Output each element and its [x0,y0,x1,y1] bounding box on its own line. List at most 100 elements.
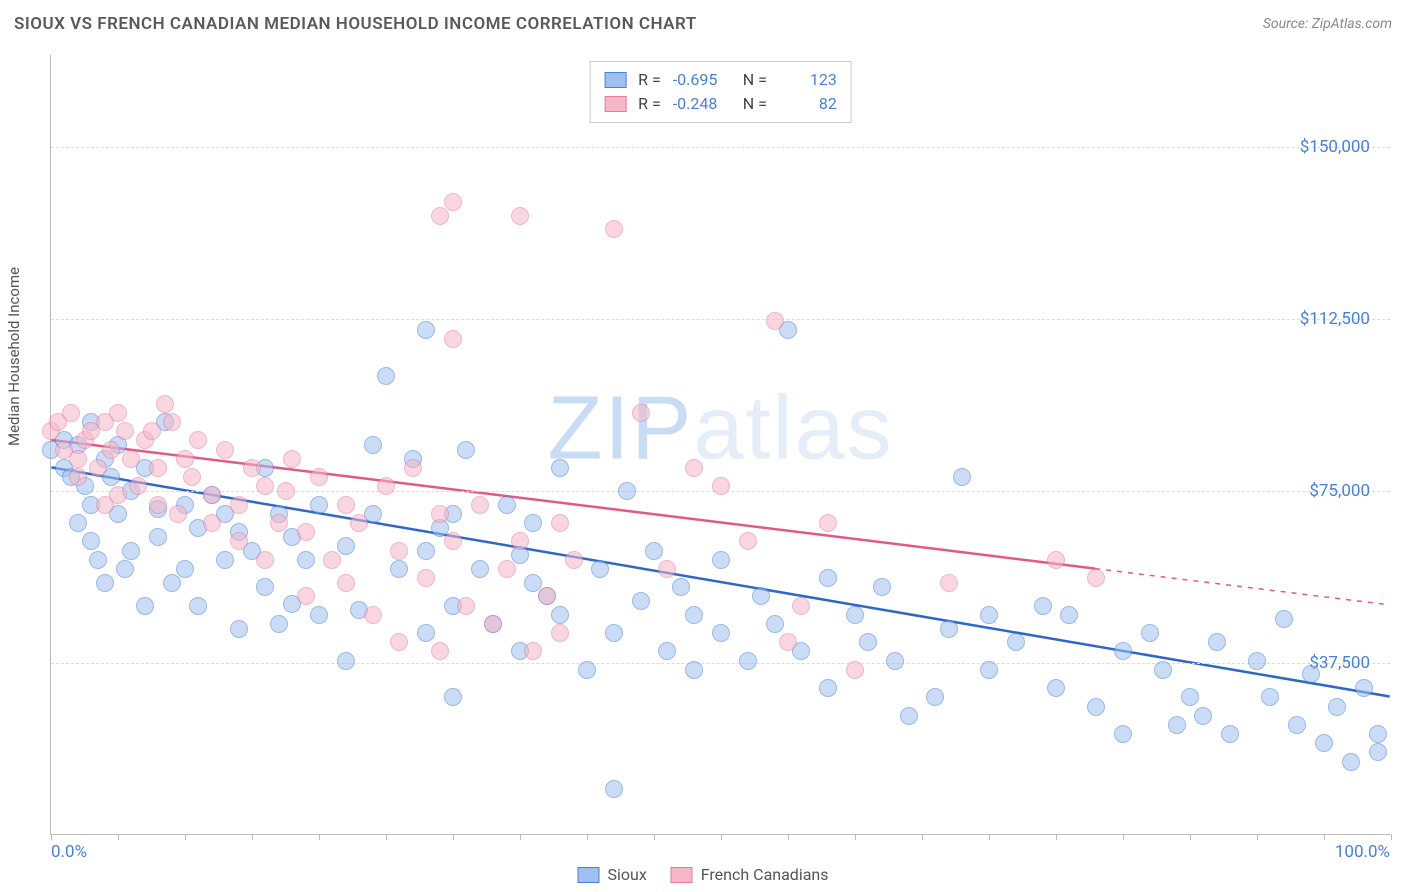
data-point-sioux [1221,725,1239,743]
x-axis-min-label: 0.0% [51,842,87,862]
data-point-sioux [1060,606,1078,624]
x-tick [654,834,655,840]
data-point-sioux [980,661,998,679]
data-point-sioux [498,496,516,514]
data-point-french_canadians [277,482,295,500]
data-point-french_canadians [109,486,127,504]
data-point-french_canadians [390,633,408,651]
data-point-sioux [819,569,837,587]
data-point-french_canadians [792,597,810,615]
data-point-french_canadians [310,468,328,486]
data-point-sioux [1355,679,1373,697]
data-point-french_canadians [444,532,462,550]
data-point-sioux [163,574,181,592]
data-point-sioux [471,560,489,578]
x-tick [118,834,119,840]
stat-n-label: N = [743,92,767,116]
data-point-sioux [1087,698,1105,716]
data-point-sioux [116,560,134,578]
stats-legend: R = -0.695N = 123R = -0.248N = 82 [589,61,852,123]
data-point-sioux [444,688,462,706]
x-tick [1324,834,1325,840]
x-tick [1056,834,1057,840]
data-point-sioux [176,560,194,578]
data-point-french_canadians [116,422,134,440]
data-point-sioux [672,578,690,596]
data-point-french_canadians [484,615,502,633]
data-point-french_canadians [739,532,757,550]
data-point-sioux [739,652,757,670]
data-point-french_canadians [846,661,864,679]
data-point-french_canadians [216,441,234,459]
y-tick-label: $150,000 [1300,137,1370,157]
stats-row-french_canadians: R = -0.248N = 82 [604,92,837,116]
data-point-french_canadians [129,477,147,495]
data-point-french_canadians [163,413,181,431]
data-point-sioux [1194,707,1212,725]
data-point-french_canadians [62,404,80,422]
data-point-sioux [1369,725,1387,743]
data-point-sioux [819,679,837,697]
data-point-french_canadians [658,560,676,578]
data-point-french_canadians [551,514,569,532]
data-point-sioux [337,537,355,555]
data-point-sioux [82,532,100,550]
data-point-french_canadians [404,459,422,477]
data-point-french_canadians [538,587,556,605]
legend-swatch [577,867,599,883]
data-point-sioux [900,707,918,725]
data-point-sioux [1275,610,1293,628]
data-point-sioux [310,496,328,514]
data-point-sioux [89,551,107,569]
legend-item: Sioux [577,865,646,884]
data-point-french_canadians [685,459,703,477]
legend-swatch [604,72,626,88]
data-point-sioux [1034,597,1052,615]
x-tick [319,834,320,840]
x-tick [1257,834,1258,840]
data-point-sioux [685,661,703,679]
data-point-french_canadians [431,642,449,660]
data-point-french_canadians [565,551,583,569]
data-point-sioux [1369,743,1387,761]
data-point-french_canadians [457,597,475,615]
data-point-french_canadians [364,606,382,624]
data-point-french_canadians [69,468,87,486]
data-point-french_canadians [270,514,288,532]
x-tick [1190,834,1191,840]
plot-area: ZIPatlas R = -0.695N = 123R = -0.248N = … [50,55,1390,835]
data-point-sioux [712,551,730,569]
data-point-french_canadians [417,569,435,587]
data-point-french_canadians [230,532,248,550]
x-tick [185,834,186,840]
data-point-french_canadians [297,587,315,605]
data-point-sioux [605,780,623,798]
data-point-sioux [591,560,609,578]
chart-header: SIOUX VS FRENCH CANADIAN MEDIAN HOUSEHOL… [14,14,1392,34]
data-point-french_canadians [283,450,301,468]
data-point-sioux [1141,624,1159,642]
legend-label: French Canadians [701,865,829,884]
data-point-sioux [605,624,623,642]
stat-r-label: R = [638,68,661,92]
x-tick [386,834,387,840]
data-point-french_canadians [323,551,341,569]
data-point-sioux [859,633,877,651]
trend-line-french_canadians-extrapolated [1095,569,1389,605]
data-point-sioux [1007,633,1025,651]
data-point-french_canadians [511,207,529,225]
x-tick [721,834,722,840]
data-point-sioux [632,592,650,610]
data-point-sioux [578,661,596,679]
data-point-french_canadians [431,505,449,523]
data-point-sioux [645,542,663,560]
x-tick [453,834,454,840]
data-point-french_canadians [471,496,489,514]
data-point-sioux [136,597,154,615]
data-point-french_canadians [109,404,127,422]
x-tick [520,834,521,840]
chart-container: SIOUX VS FRENCH CANADIAN MEDIAN HOUSEHOL… [0,0,1406,892]
data-point-sioux [846,606,864,624]
data-point-french_canadians [551,624,569,642]
x-tick [252,834,253,840]
